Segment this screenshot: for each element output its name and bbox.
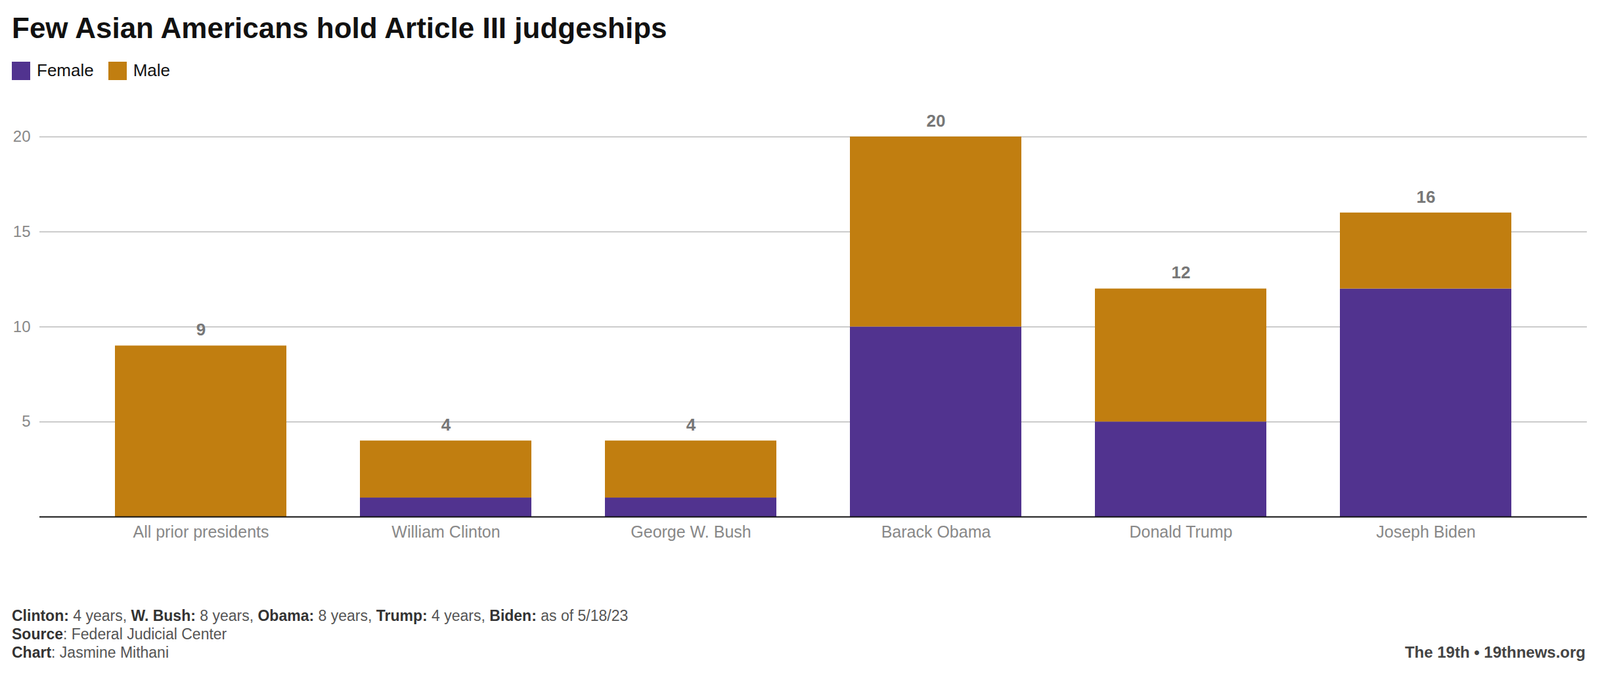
html-text:Chart: Jasmine Mithani: Chart: Jasmine Mithani — [11, 644, 169, 662]
svg-text:George W. Bush: George W. Bush — [630, 522, 751, 542]
svg-text:4: 4 — [441, 415, 452, 435]
html-text:Male: Male — [133, 60, 171, 81]
html-text:Few Asian Americans hold Artic: Few Asian Americans hold Article III jud… — [11, 11, 668, 45]
svg-text:10: 10 — [13, 317, 31, 336]
svg-text:12: 12 — [1171, 262, 1191, 283]
html-text:Clinton: 4 years, W. Bush: 8 y: Clinton: 4 years, W. Bush: 8 years, Obam… — [11, 607, 629, 625]
svg-text:5: 5 — [21, 412, 31, 431]
html-text:Source: Federal Judicial Cente: Source: Federal Judicial Center — [11, 625, 227, 644]
svg-text:16: 16 — [1416, 187, 1436, 207]
svg-text:15: 15 — [13, 222, 31, 241]
svg-text:Joseph Biden: Joseph Biden — [1376, 522, 1476, 542]
svg-text:All prior presidents: All prior presidents — [132, 522, 269, 542]
html-text:Female: Female — [36, 60, 94, 81]
svg-text:9: 9 — [196, 319, 206, 340]
html-text:The 19th • 19thnews.org: The 19th • 19thnews.org — [1404, 643, 1586, 662]
svg-text:20: 20 — [13, 127, 31, 146]
svg-text:Donald Trump: Donald Trump — [1129, 522, 1233, 542]
svg-text:Barack Obama: Barack Obama — [881, 522, 992, 542]
svg-text:William Clinton: William Clinton — [391, 522, 500, 542]
svg-text:4: 4 — [686, 415, 697, 435]
svg-text:20: 20 — [926, 111, 946, 131]
